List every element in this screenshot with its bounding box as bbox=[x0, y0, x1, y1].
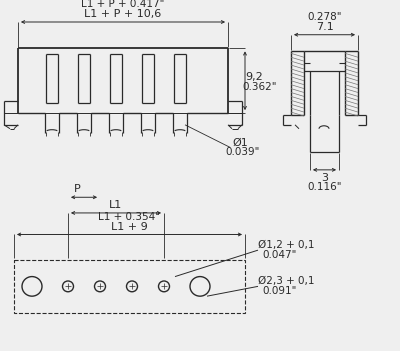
Text: 0.278": 0.278" bbox=[307, 12, 342, 22]
Text: L1 + 9: L1 + 9 bbox=[111, 221, 148, 232]
Text: 0.116": 0.116" bbox=[307, 183, 342, 192]
Text: Ø1: Ø1 bbox=[232, 138, 248, 147]
Text: 0.091": 0.091" bbox=[263, 286, 297, 296]
Text: L1 + 0.354": L1 + 0.354" bbox=[98, 212, 160, 222]
Text: L1: L1 bbox=[109, 200, 123, 210]
Text: 7.1: 7.1 bbox=[316, 22, 333, 32]
Text: 3: 3 bbox=[321, 173, 328, 183]
Bar bbox=[14, 260, 245, 313]
Text: L1 + P + 10,6: L1 + P + 10,6 bbox=[84, 9, 162, 19]
Text: 0.362": 0.362" bbox=[243, 82, 277, 92]
Text: P: P bbox=[74, 184, 81, 194]
Text: L1 + P + 0.417": L1 + P + 0.417" bbox=[81, 0, 165, 9]
Text: 9,2: 9,2 bbox=[245, 72, 263, 82]
Text: 0.039": 0.039" bbox=[226, 147, 260, 157]
Text: Ø1,2 + 0,1: Ø1,2 + 0,1 bbox=[258, 240, 314, 250]
Text: Ø2,3 + 0,1: Ø2,3 + 0,1 bbox=[258, 277, 314, 286]
Text: 0.047": 0.047" bbox=[263, 250, 297, 260]
